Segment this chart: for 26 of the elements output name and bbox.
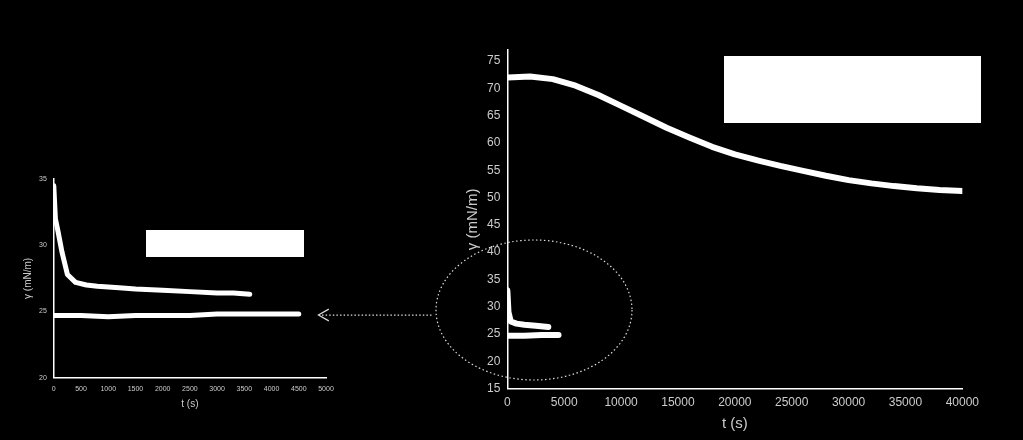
x-tick-label: 30000 (831, 395, 866, 410)
y-tick-label: 25 (486, 326, 501, 341)
y-tick-label: 30 (486, 299, 501, 314)
x-tick-label: 35000 (888, 395, 923, 410)
y-tick-label: 20 (486, 353, 501, 368)
y-tick-label: 55 (486, 162, 501, 177)
y-axis-title: γ (mN/m) (463, 188, 481, 251)
y-tick-label: 50 (486, 189, 501, 204)
x-tick-label: 40000 (945, 395, 980, 410)
y-tick-label: 60 (486, 135, 501, 150)
y-tick-label: 65 (486, 108, 501, 123)
x-tick-label: 20000 (718, 395, 752, 410)
x-tick-label: 25000 (775, 395, 809, 410)
y-tick-label: 70 (486, 80, 501, 95)
x-axis-title: t (s) (181, 397, 199, 409)
y-axis-title: γ (mN/m) (21, 257, 33, 299)
y-tick-label: 15 (486, 380, 501, 395)
x-axis-title: t (s) (721, 414, 748, 432)
x-tick-label: 0 (504, 395, 511, 410)
x-tick-label: 15000 (661, 395, 695, 410)
y-tick-label: 75 (486, 53, 501, 68)
y-tick-label: 45 (486, 217, 501, 232)
y-tick-label: 35 (486, 271, 501, 286)
y-tick-label: 40 (486, 244, 501, 259)
x-tick-label: 10000 (604, 395, 639, 410)
x-tick-label: 5000 (550, 395, 578, 410)
